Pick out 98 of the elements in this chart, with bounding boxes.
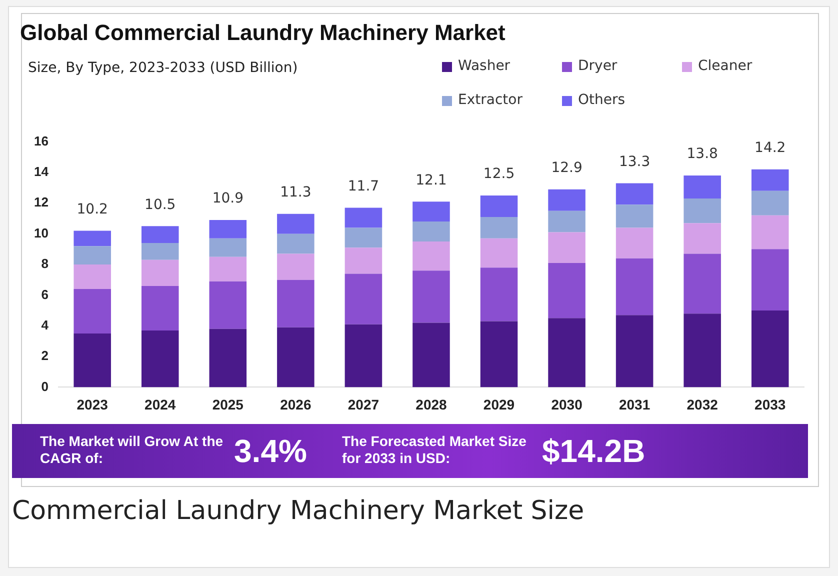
bar: [277, 214, 314, 234]
x-tick-label: 2030: [551, 396, 583, 412]
bar: [74, 334, 111, 388]
bar: [344, 274, 382, 324]
bar: [141, 226, 179, 244]
x-tick-label: 2031: [618, 396, 650, 412]
legend-label: Washer: [458, 58, 510, 74]
legend-label: Dryer: [578, 58, 618, 74]
bar: [548, 262, 586, 318]
bar: [277, 234, 314, 254]
x-tick-label: 2026: [280, 396, 312, 412]
x-tick-label: 2032: [686, 396, 718, 412]
bar: [548, 210, 586, 232]
total-label: 12.9: [551, 160, 582, 176]
y-tick-label: 0: [41, 378, 48, 394]
y-tick-label: 8: [41, 256, 48, 272]
total-label: 14.2: [754, 140, 786, 156]
bar: [616, 204, 654, 228]
bar: [141, 243, 179, 260]
bar: [74, 264, 111, 290]
x-tick-label: 2027: [348, 396, 380, 412]
y-tick-label: 14: [34, 164, 50, 180]
bar: [277, 327, 314, 388]
y-tick-label: 10: [34, 225, 48, 240]
bar: [344, 208, 382, 228]
text: $14.2B: [542, 433, 646, 470]
text: The Market will Grow At the CAGR of:: [40, 433, 224, 467]
total-label: 12.1: [416, 172, 447, 188]
bar: [548, 318, 586, 388]
bar: [684, 254, 721, 314]
bar: [684, 198, 721, 224]
x-tick-label: 2028: [416, 396, 448, 412]
bar: [480, 321, 518, 388]
bar: [548, 232, 586, 263]
bar: [616, 258, 654, 316]
y-tick-label: 2: [41, 348, 48, 364]
text: Commercial Laundry Machinery Market Size: [12, 496, 584, 526]
bar: [344, 248, 382, 274]
total-label: 12.5: [483, 166, 515, 182]
y-tick-label: 16: [34, 133, 48, 148]
bar: [209, 220, 247, 238]
bar: [616, 183, 654, 205]
x-tick-label: 2029: [483, 396, 515, 412]
total-label: 10.2: [76, 201, 108, 218]
x-tick-label: 2033: [754, 396, 786, 412]
bar: [751, 249, 789, 311]
legend-label: Extractor: [458, 92, 522, 108]
legend-label: Cleaner: [698, 58, 752, 74]
bar: [74, 289, 111, 334]
y-tick-label: 6: [41, 286, 48, 302]
bar: [412, 222, 450, 242]
chart-subtitle: Size, By Type, 2023-2033 (USD Billion): [28, 60, 298, 76]
total-label: 10.9: [212, 190, 244, 207]
bar: [412, 202, 450, 222]
total-label: 11.7: [348, 178, 380, 194]
bar: [277, 280, 314, 328]
bar: [209, 238, 247, 257]
bar: [480, 216, 518, 238]
bar: [480, 268, 518, 322]
bar: [209, 256, 247, 282]
total-label: 11.3: [280, 184, 312, 201]
x-tick-label: 2024: [144, 396, 176, 412]
bar: [277, 254, 314, 280]
bar: [616, 315, 654, 388]
bar: [344, 228, 382, 248]
bar: [751, 310, 789, 388]
y-tick-label: 4: [41, 317, 50, 332]
bar: [141, 260, 179, 286]
text: The Forecasted Market Size for 2033 in USD:: [342, 433, 528, 467]
bar: [141, 330, 179, 388]
total-label: 10.5: [144, 196, 176, 213]
bar: [141, 286, 179, 330]
bar: [684, 314, 721, 388]
total-label: 13.3: [618, 154, 650, 170]
text: 3.4%: [234, 433, 307, 470]
y-tick-label: 12: [34, 194, 48, 210]
bar: [74, 230, 111, 246]
bar: [548, 189, 586, 211]
chart-title: Global Commercial Laundry Machinery Market: [20, 20, 506, 46]
total-label: 13.8: [686, 146, 718, 162]
bar: [209, 328, 247, 388]
bar: [480, 195, 518, 217]
bar: [751, 215, 789, 250]
bar: [684, 176, 721, 199]
bar: [616, 228, 654, 258]
bar: [684, 223, 721, 254]
bar: [74, 246, 111, 264]
bar: [751, 169, 789, 191]
bar: [412, 322, 450, 388]
legend-label: Others: [578, 92, 626, 108]
x-tick-label: 2023: [76, 396, 108, 412]
x-tick-label: 2025: [212, 396, 244, 412]
bar: [751, 190, 789, 216]
bar: [344, 324, 382, 388]
bar: [209, 281, 247, 329]
bar: [480, 238, 518, 268]
bar: [412, 241, 450, 271]
bar: [412, 270, 450, 323]
